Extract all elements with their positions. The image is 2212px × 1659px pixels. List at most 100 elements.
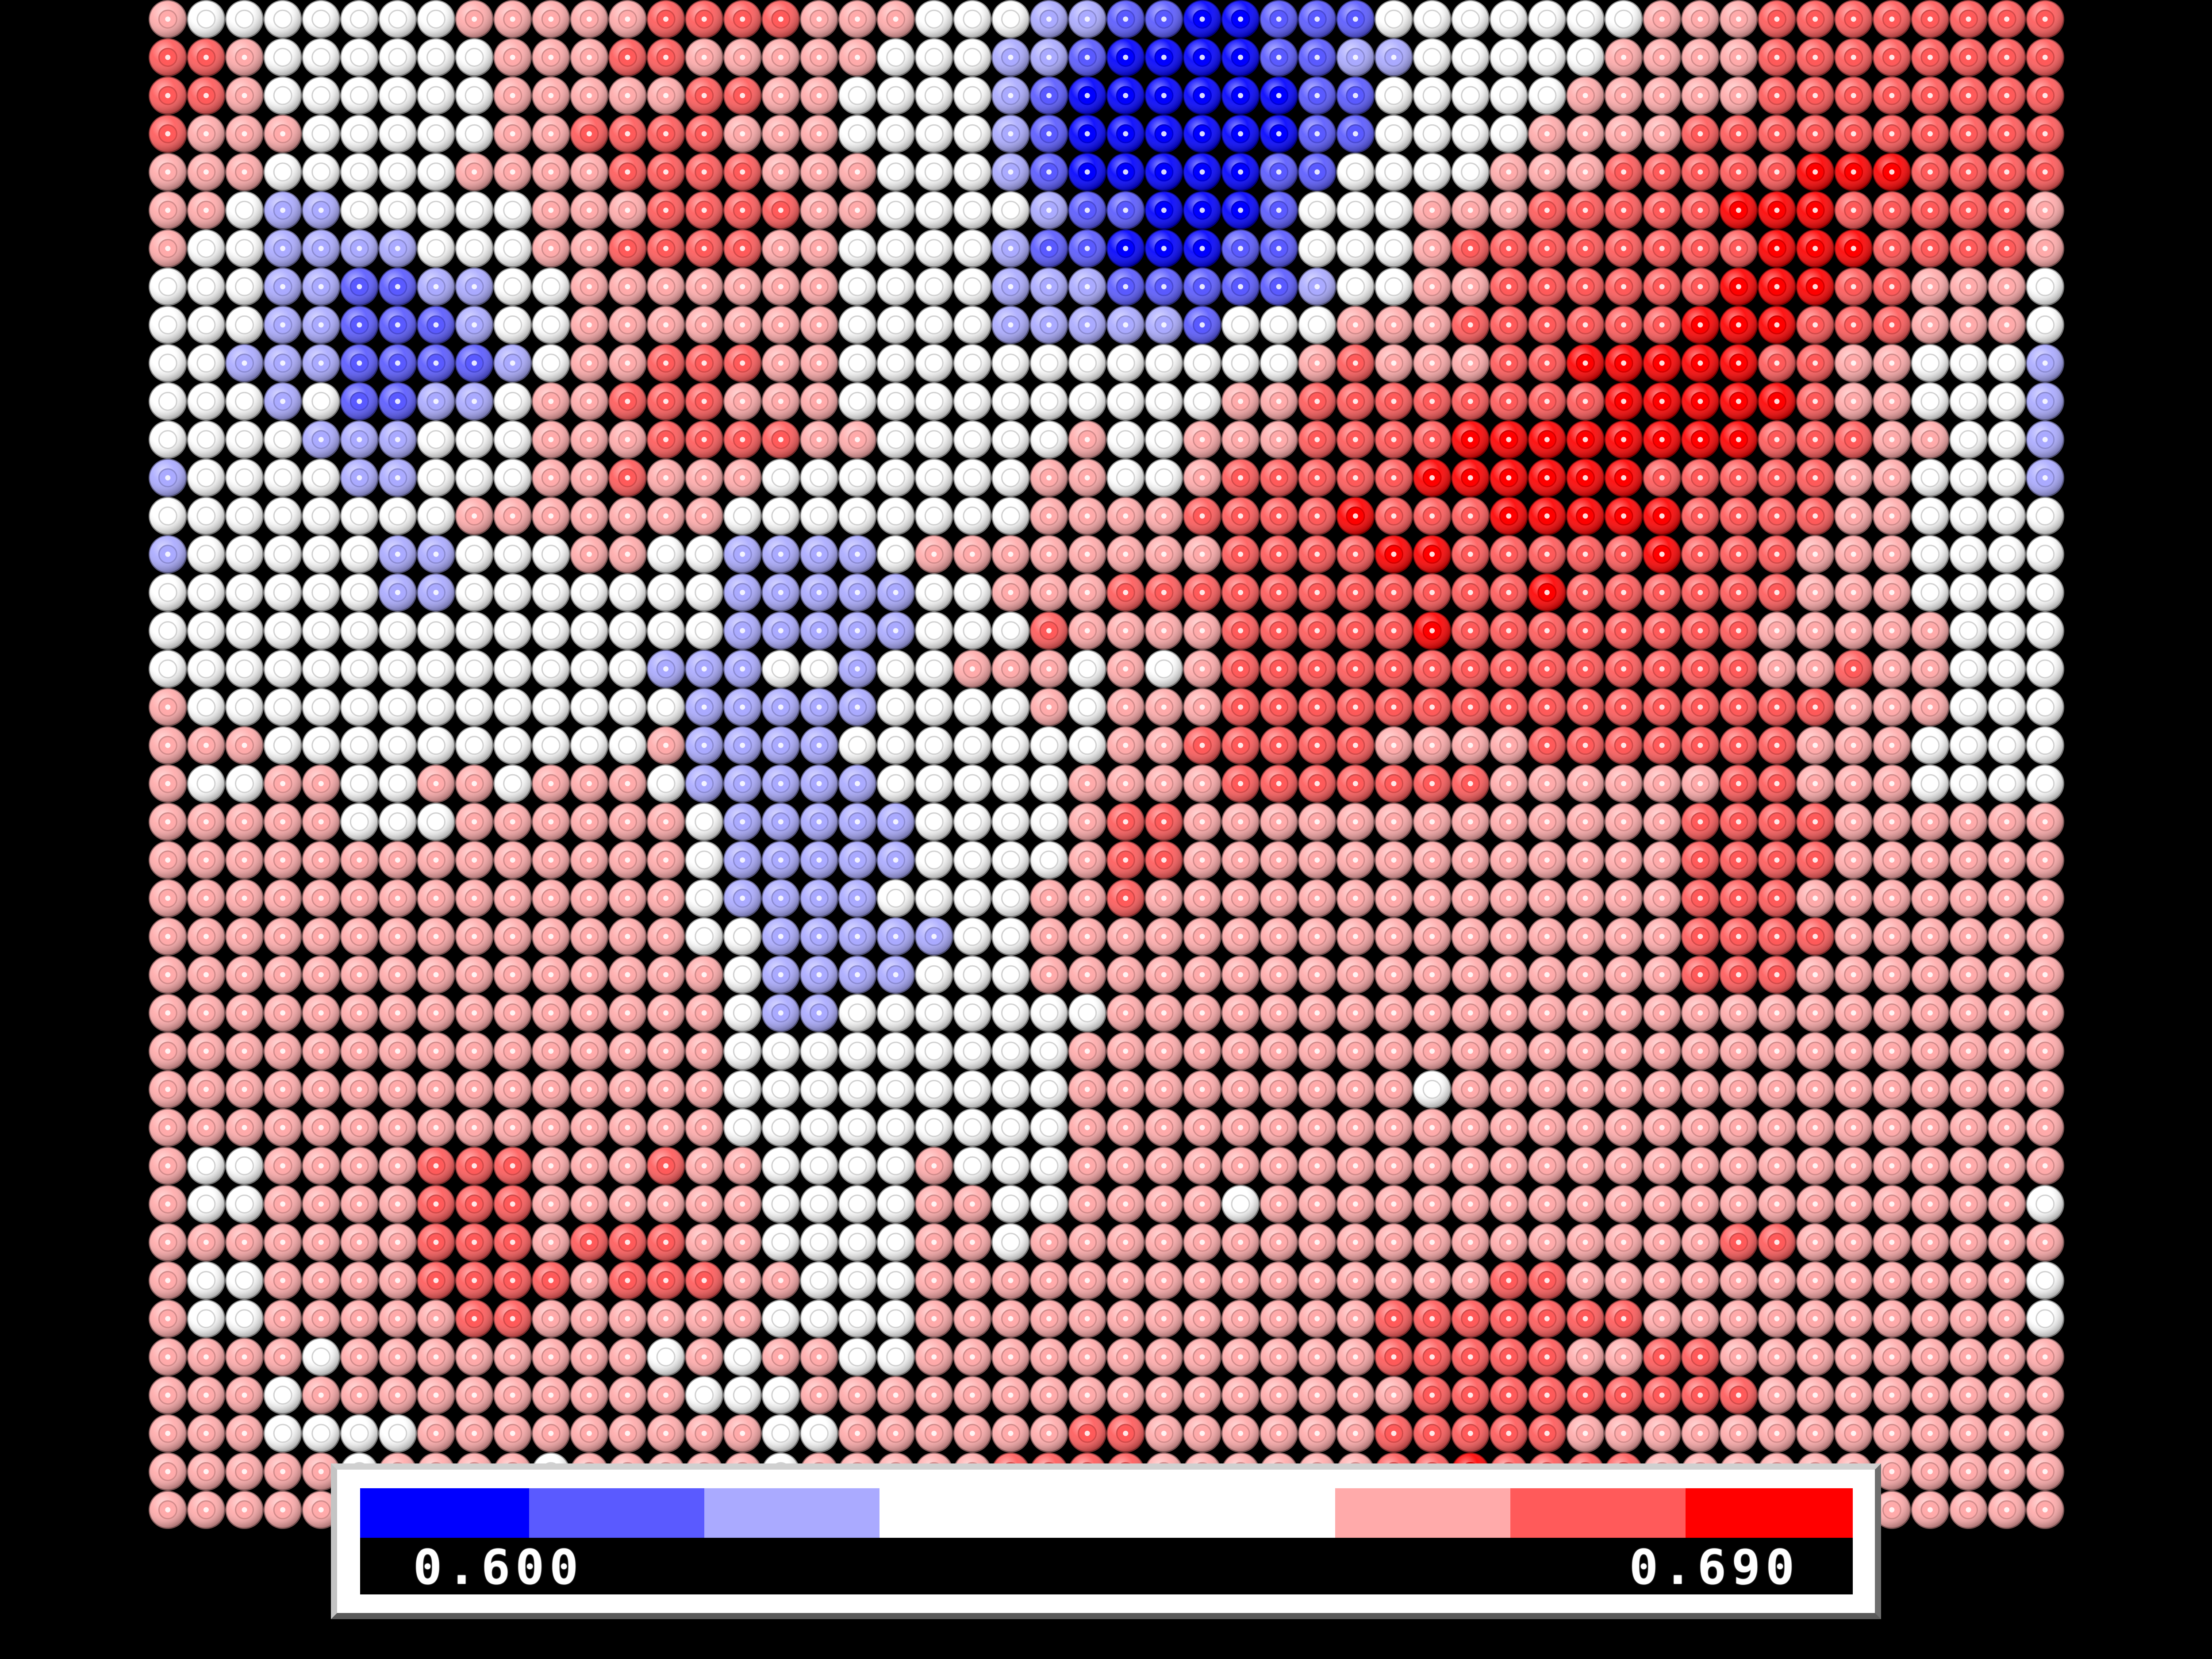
heatmap-cell	[2026, 611, 2064, 650]
heatmap-cell	[1336, 1299, 1375, 1338]
heatmap-cell	[761, 1185, 800, 1223]
heatmap-cell	[263, 1490, 302, 1529]
heatmap-cell	[1873, 1070, 1911, 1109]
heatmap-cell	[225, 764, 264, 803]
heatmap-cell	[1183, 764, 1221, 803]
heatmap-cell	[263, 803, 302, 841]
heatmap-cell	[1298, 1223, 1336, 1262]
heatmap-cell	[378, 153, 417, 192]
heatmap-cell	[1987, 726, 2026, 765]
heatmap-cell	[1949, 1452, 1988, 1491]
heatmap-cell	[838, 1376, 877, 1414]
heatmap-cell	[685, 191, 723, 230]
heatmap-cell	[800, 344, 838, 383]
heatmap-cell	[493, 573, 532, 612]
colorbar-segment	[1335, 1488, 1510, 1538]
heatmap-cell	[608, 1223, 647, 1262]
heatmap-cell	[1375, 955, 1413, 994]
heatmap-cell	[1451, 1108, 1490, 1147]
heatmap-cell	[1643, 535, 1681, 574]
heatmap-cell	[685, 267, 723, 306]
heatmap-cell	[1719, 344, 1758, 383]
heatmap-cell	[1183, 1376, 1221, 1414]
heatmap-cell	[991, 879, 1030, 918]
heatmap-cell	[1183, 955, 1221, 994]
heatmap-cell	[225, 420, 264, 459]
heatmap-cell	[1490, 535, 1528, 574]
heatmap-cell	[646, 1032, 685, 1071]
heatmap-cell	[1911, 1146, 1950, 1185]
heatmap-cell	[1106, 1414, 1145, 1453]
heatmap-cell	[1029, 306, 1068, 344]
heatmap-cell	[1528, 344, 1567, 383]
heatmap-cell	[1911, 535, 1950, 574]
heatmap-cell	[1566, 841, 1605, 879]
heatmap-cell	[455, 0, 494, 38]
heatmap-cell	[685, 1223, 723, 1262]
heatmap-cell	[1375, 115, 1413, 153]
heatmap-cell	[915, 497, 953, 535]
heatmap-cell	[1604, 1223, 1643, 1262]
heatmap-cell	[800, 497, 838, 535]
heatmap-cell	[685, 1032, 723, 1071]
heatmap-cell	[263, 879, 302, 918]
heatmap-cell	[532, 344, 570, 383]
heatmap-cell	[149, 611, 187, 650]
heatmap-cell	[417, 994, 455, 1032]
heatmap-cell	[915, 879, 953, 918]
heatmap-cell	[838, 803, 877, 841]
heatmap-cell	[417, 803, 455, 841]
heatmap-cell	[761, 879, 800, 918]
heatmap-cell	[800, 994, 838, 1032]
heatmap-cell	[608, 611, 647, 650]
heatmap-cell	[1451, 688, 1490, 726]
heatmap-cell	[646, 306, 685, 344]
heatmap-cell	[187, 1376, 226, 1414]
heatmap-cell	[1490, 267, 1528, 306]
heatmap-cell	[570, 497, 609, 535]
heatmap-cell	[570, 191, 609, 230]
heatmap-cell	[1681, 1337, 1720, 1376]
heatmap-cell	[1681, 1070, 1720, 1109]
heatmap-cell	[2026, 1261, 2064, 1300]
heatmap-cell	[685, 803, 723, 841]
heatmap-cell	[723, 1337, 762, 1376]
heatmap-cell	[1260, 1108, 1298, 1147]
heatmap-cell	[1719, 1070, 1758, 1109]
heatmap-cell	[149, 726, 187, 765]
heatmap-cell	[1987, 841, 2026, 879]
heatmap-cell	[1029, 764, 1068, 803]
heatmap-cell	[1068, 38, 1106, 77]
heatmap-cell	[1566, 229, 1605, 268]
heatmap-cell	[608, 267, 647, 306]
heatmap-cell	[302, 153, 340, 192]
heatmap-cell	[1413, 420, 1452, 459]
heatmap-cell	[1566, 649, 1605, 688]
heatmap-cell	[1643, 382, 1681, 421]
heatmap-cell	[876, 38, 915, 77]
heatmap-cell	[608, 1414, 647, 1453]
heatmap-cell	[1834, 1146, 1873, 1185]
heatmap-cell	[1298, 1261, 1336, 1300]
heatmap-cell	[761, 458, 800, 497]
heatmap-cell	[1221, 726, 1260, 765]
heatmap-cell	[149, 1452, 187, 1491]
heatmap-cell	[1758, 764, 1796, 803]
heatmap-cell	[378, 382, 417, 421]
heatmap-cell	[1796, 76, 1835, 115]
heatmap-cell	[876, 1185, 915, 1223]
heatmap-cell	[991, 994, 1030, 1032]
heatmap-cell	[1873, 573, 1911, 612]
heatmap-cell	[723, 1261, 762, 1300]
heatmap-cell	[915, 1261, 953, 1300]
colorbar-segment	[879, 1488, 1335, 1538]
heatmap-cell	[417, 1261, 455, 1300]
heatmap-cell	[1681, 420, 1720, 459]
heatmap-cell	[417, 1185, 455, 1223]
heatmap-cell	[915, 267, 953, 306]
heatmap-cell	[1643, 115, 1681, 153]
heatmap-cell	[953, 649, 992, 688]
heatmap-cell	[1834, 420, 1873, 459]
heatmap-cell	[1528, 649, 1567, 688]
heatmap-cell	[915, 1414, 953, 1453]
